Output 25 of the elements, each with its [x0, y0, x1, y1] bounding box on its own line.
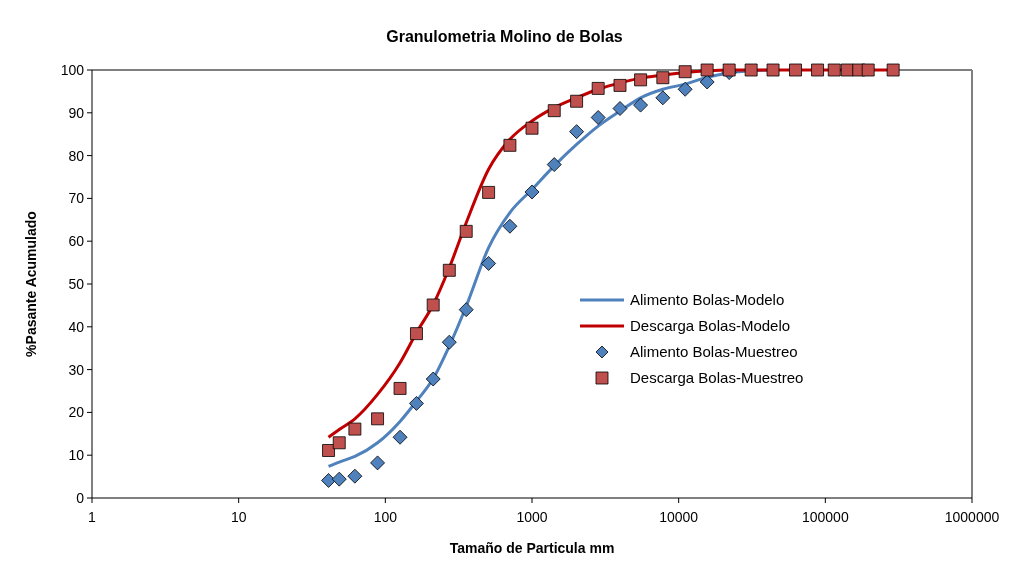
y-tick-label: 10	[68, 447, 85, 464]
y-tick-label: 90	[68, 104, 85, 121]
legend-label: Alimento Bolas-Modelo	[630, 291, 785, 309]
y-tick-label: 0	[76, 489, 85, 506]
y-axis-title: %Pasante Acumulado	[23, 211, 39, 357]
y-tick-label: 50	[68, 275, 85, 292]
y-tick-label: 60	[68, 233, 85, 250]
legend-label: Alimento Bolas-Muestreo	[630, 343, 798, 361]
x-tick-label: 1000	[516, 509, 548, 525]
y-tick-label: 100	[60, 61, 85, 78]
x-tick-label: 1	[88, 509, 97, 525]
x-axis-title: Tamaño de Particula mm	[449, 540, 615, 556]
legend-label: Descarga Bolas-Modelo	[630, 317, 791, 335]
x-tick-label: 10	[230, 509, 247, 525]
y-tick-label: 20	[68, 404, 85, 421]
x-tick-label: 1000000	[944, 509, 1000, 525]
x-tick-label: 100000	[801, 509, 849, 525]
chart-title: Granulometria Molino de Bolas	[386, 28, 623, 45]
legend-label: Descarga Bolas-Muestreo	[630, 369, 804, 387]
y-tick-label: 80	[68, 147, 85, 164]
y-tick-label: 70	[68, 190, 85, 207]
x-tick-label: 100	[373, 509, 398, 525]
y-tick-label: 30	[68, 361, 85, 378]
y-tick-label: 40	[68, 318, 85, 335]
x-tick-label: 10000	[659, 509, 699, 525]
